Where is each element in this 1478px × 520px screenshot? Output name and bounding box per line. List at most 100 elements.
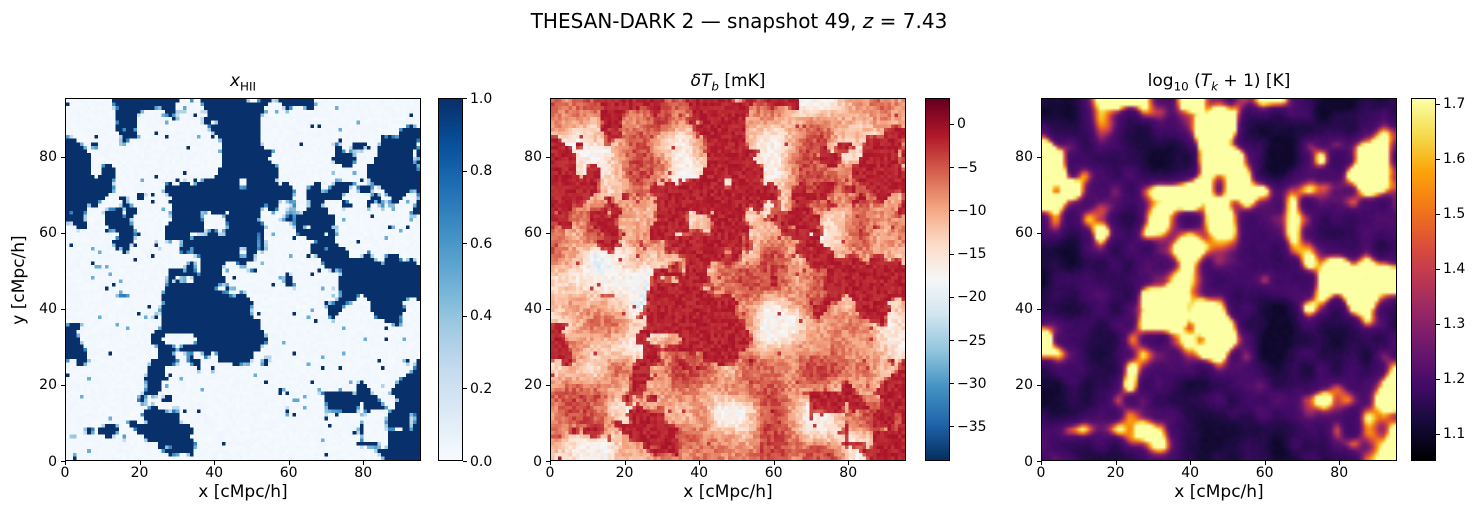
y-tick-label: 80 xyxy=(524,149,542,166)
y-tick-label: 0 xyxy=(1024,453,1033,470)
y-tick-label: 0 xyxy=(48,453,57,470)
heatmap-canvas-xhii xyxy=(66,99,420,460)
title-segment: T xyxy=(1200,71,1212,91)
y-tick-mark xyxy=(61,232,65,234)
x-axis-label: x [cMpc/h] xyxy=(1174,482,1264,502)
y-tick-mark xyxy=(546,156,550,158)
colorbar-tick-mark xyxy=(950,167,954,169)
colorbar-tick-label: 0 xyxy=(957,116,966,133)
x-tick-mark xyxy=(65,461,66,465)
title-segment: [mK] xyxy=(718,71,766,91)
y-tick-label: 40 xyxy=(1015,301,1033,318)
colorbar-tick-mark xyxy=(1436,433,1440,435)
colorbar-tick-mark xyxy=(950,340,954,341)
y-tick-mark xyxy=(546,384,550,386)
colorbar-tick-mark xyxy=(463,98,467,99)
y-tick-mark xyxy=(546,461,550,462)
heatmap-canvas-dtb xyxy=(551,99,905,460)
colorbar-tick-label: −20 xyxy=(957,289,987,306)
colorbar-tick-label: 0.2 xyxy=(470,380,493,397)
y-tick-mark xyxy=(61,308,65,310)
colorbar-tick-mark xyxy=(1436,323,1440,325)
x-tick-label: 60 xyxy=(1255,465,1274,481)
y-tick-mark xyxy=(1037,384,1041,386)
colorbar-tick-label: −25 xyxy=(957,332,987,349)
x-tick-mark xyxy=(139,461,141,465)
x-tick-label: 40 xyxy=(1181,465,1200,481)
x-tick-mark xyxy=(1339,461,1341,465)
x-tick-label: 60 xyxy=(764,465,783,481)
title-segment: 10 xyxy=(1173,79,1189,94)
colorbar-tick-label: 1.7 xyxy=(1443,96,1466,112)
heatmap-plot-dtb xyxy=(550,98,906,461)
x-tick-label: 0 xyxy=(1036,465,1046,481)
y-tick-label: 60 xyxy=(524,225,542,242)
y-tick-mark xyxy=(546,308,550,310)
colorbar-tick-label: 1.3 xyxy=(1443,316,1466,332)
heatmap-canvas-tk xyxy=(1042,99,1396,460)
y-tick-mark xyxy=(1037,461,1041,462)
panel-title-xhii: xHII xyxy=(65,71,421,93)
colorbar-tick-label: 0.8 xyxy=(470,163,493,180)
y-tick-label: 40 xyxy=(524,301,542,318)
colorbar-tick-mark xyxy=(463,170,467,172)
colorbar-tick-label: 0.0 xyxy=(470,453,493,470)
x-tick-mark xyxy=(363,461,365,465)
x-tick-mark xyxy=(288,461,290,465)
colorbar-tick-mark xyxy=(1436,268,1440,270)
colorbar-tick-label: 0.6 xyxy=(470,235,493,252)
panel-title-tk: log10 (Tk + 1) [K] xyxy=(1041,71,1397,93)
colorbar-tick-mark xyxy=(1436,213,1440,215)
colorbar-tick-label: −5 xyxy=(957,159,978,176)
x-tick-mark xyxy=(1041,461,1042,465)
colorbar-canvas-dtb xyxy=(926,99,949,460)
title-segment: = 7.43 xyxy=(873,9,948,33)
y-tick-mark xyxy=(61,384,65,386)
title-segment: + 1) [K] xyxy=(1218,71,1291,91)
y-tick-label: 20 xyxy=(1015,377,1033,394)
title-segment: z xyxy=(862,9,874,33)
heatmap-plot-xhii xyxy=(65,98,421,461)
colorbar-tick-mark xyxy=(1436,378,1440,380)
title-segment: δT xyxy=(690,71,712,91)
x-tick-mark xyxy=(773,461,775,465)
colorbar-tick-mark xyxy=(950,296,954,298)
title-segment: b xyxy=(711,79,719,94)
y-tick-label: 20 xyxy=(39,377,57,394)
y-tick-label: 60 xyxy=(1015,225,1033,242)
x-tick-mark xyxy=(550,461,551,465)
colorbar-tick-mark xyxy=(463,315,467,317)
panel-title-dtb: δTb [mK] xyxy=(550,71,906,93)
x-tick-label: 20 xyxy=(1106,465,1125,481)
heatmap-plot-tk xyxy=(1041,98,1397,461)
colorbar-tick-mark xyxy=(950,253,954,255)
y-tick-mark xyxy=(1037,232,1041,234)
x-axis-label: x [cMpc/h] xyxy=(683,482,773,502)
colorbar-tick-mark xyxy=(950,210,954,212)
colorbar-canvas-tk xyxy=(1412,99,1435,460)
colorbar-tick-label: 0.4 xyxy=(470,308,493,325)
colorbar-tick-mark xyxy=(1436,158,1440,160)
colorbar-tick-mark xyxy=(1436,103,1440,105)
colorbar-tick-mark xyxy=(463,388,467,390)
x-tick-label: 0 xyxy=(545,465,555,481)
colorbar-tick-label: 1.6 xyxy=(1443,151,1466,167)
x-tick-mark xyxy=(1115,461,1117,465)
colorbar-dtb xyxy=(925,98,950,461)
colorbar-tick-label: −35 xyxy=(957,418,987,435)
colorbar-tick-label: −10 xyxy=(957,202,987,219)
colorbar-canvas-xhii xyxy=(439,99,462,460)
x-axis-label: x [cMpc/h] xyxy=(198,482,288,502)
x-tick-label: 20 xyxy=(615,465,634,481)
x-tick-label: 40 xyxy=(205,465,224,481)
title-segment: ( xyxy=(1188,71,1201,91)
title-segment: x xyxy=(229,71,241,91)
x-tick-label: 60 xyxy=(279,465,298,481)
y-tick-label: 40 xyxy=(39,301,57,318)
colorbar-tick-label: 1.2 xyxy=(1443,371,1466,387)
x-tick-label: 0 xyxy=(60,465,70,481)
